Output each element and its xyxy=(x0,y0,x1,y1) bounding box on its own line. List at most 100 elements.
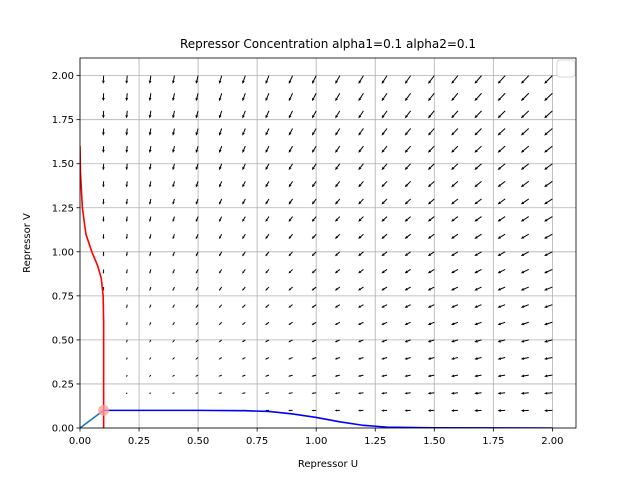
quiver-arrow xyxy=(241,339,246,343)
quiver-arrow xyxy=(427,286,435,291)
quiver-arrow xyxy=(358,392,364,395)
quiver-arrow xyxy=(264,392,270,394)
quiver-arrow xyxy=(288,93,294,102)
quiver-arrow xyxy=(474,92,482,102)
quiver-arrow xyxy=(195,251,199,257)
quiver-arrow xyxy=(126,286,128,292)
quiver-arrow xyxy=(451,163,459,170)
quiver-arrow xyxy=(404,304,411,308)
quiver-arrow xyxy=(358,357,364,360)
quiver-arrow xyxy=(381,304,388,308)
quiver-arrow xyxy=(381,357,388,360)
quiver-arrow xyxy=(195,233,199,240)
quiver-arrow xyxy=(288,392,293,395)
quiver-arrow xyxy=(335,110,341,119)
quiver-arrow xyxy=(265,216,270,222)
quiver-arrow xyxy=(358,216,364,222)
quiver-arrow xyxy=(172,357,175,360)
quiver-arrow xyxy=(520,198,530,205)
quiver-arrow xyxy=(428,128,435,136)
quiver-arrow xyxy=(125,234,128,240)
quiver-arrow xyxy=(357,409,364,412)
quiver-arrow xyxy=(149,304,152,309)
quiver-arrow xyxy=(311,93,317,102)
quiver-arrow xyxy=(218,269,223,274)
quiver-arrow xyxy=(195,304,199,309)
quiver-arrow xyxy=(218,163,223,171)
quiver-arrow xyxy=(451,286,459,291)
quiver-arrow xyxy=(242,145,246,153)
quiver-arrow xyxy=(381,198,388,205)
quiver-arrow xyxy=(102,269,105,274)
quiver-arrow xyxy=(474,163,482,170)
quiver-arrow xyxy=(451,216,459,222)
quiver-arrow xyxy=(195,128,199,136)
quiver-arrow xyxy=(497,180,506,188)
quiver-arrow xyxy=(195,357,199,360)
quiver-arrow xyxy=(474,180,482,188)
quiver-arrow xyxy=(149,339,152,343)
quiver-arrow xyxy=(242,286,246,291)
x-tick-label: 0.50 xyxy=(187,436,209,447)
quiver-arrow xyxy=(265,93,270,102)
quiver-arrow xyxy=(451,251,459,257)
quiver-arrow xyxy=(195,216,199,222)
quiver-arrow xyxy=(334,409,340,412)
quiver-arrow xyxy=(381,286,388,291)
quiver-arrow xyxy=(404,198,412,205)
quiver-arrow xyxy=(102,198,105,205)
quiver-arrow xyxy=(544,339,553,343)
quiver-arrow xyxy=(219,181,223,188)
quiver-arrow xyxy=(474,321,482,326)
quiver-arrow xyxy=(497,304,506,308)
quiver-arrow xyxy=(544,391,553,395)
quiver-arrow xyxy=(288,163,293,171)
quiver-arrow xyxy=(241,374,246,377)
quiver-arrow xyxy=(242,251,246,257)
quiver-arrow xyxy=(358,269,364,274)
quiver-arrow xyxy=(125,163,129,171)
quiver-arrow xyxy=(474,128,482,136)
quiver-arrow xyxy=(404,409,411,412)
quiver-arrow xyxy=(312,75,317,84)
quiver-arrow xyxy=(172,75,175,84)
quiver-arrow xyxy=(428,110,435,119)
quiver-arrow xyxy=(404,163,412,171)
quiver-arrow xyxy=(474,233,482,239)
quiver-arrow xyxy=(334,286,341,291)
legend-box xyxy=(556,59,576,78)
quiver-arrow xyxy=(172,163,175,171)
quiver-arrow xyxy=(358,163,364,171)
quiver-arrow xyxy=(102,128,105,136)
quiver-arrow xyxy=(335,128,341,136)
quiver-arrow xyxy=(358,304,364,308)
quiver-arrow xyxy=(474,145,482,153)
quiver-arrow xyxy=(265,233,270,240)
y-tick-label: 1.00 xyxy=(52,247,74,258)
quiver-arrow xyxy=(404,339,411,343)
quiver-arrow xyxy=(172,304,175,309)
quiver-arrow xyxy=(195,163,199,171)
quiver-arrow xyxy=(125,392,128,395)
quiver-arrow xyxy=(451,321,459,326)
quiver-arrow xyxy=(358,251,364,257)
quiver-arrow xyxy=(311,286,317,291)
quiver-arrow xyxy=(358,339,364,343)
quiver-arrow xyxy=(520,286,529,291)
quiver-arrow xyxy=(149,269,152,274)
quiver-arrow xyxy=(334,339,341,343)
quiver-arrow xyxy=(195,181,199,188)
quiver-arrow xyxy=(288,198,293,205)
quiver-arrow xyxy=(265,110,270,119)
quiver-arrow xyxy=(544,286,553,291)
quiver-arrow xyxy=(451,110,459,119)
quiver-arrow xyxy=(474,75,482,84)
quiver-arrow xyxy=(334,392,340,395)
quiver-arrow xyxy=(520,216,530,222)
quiver-arrow xyxy=(404,145,412,153)
quiver-arrow xyxy=(497,374,506,378)
quiver-arrow xyxy=(427,409,435,412)
quiver-arrow xyxy=(334,321,341,325)
